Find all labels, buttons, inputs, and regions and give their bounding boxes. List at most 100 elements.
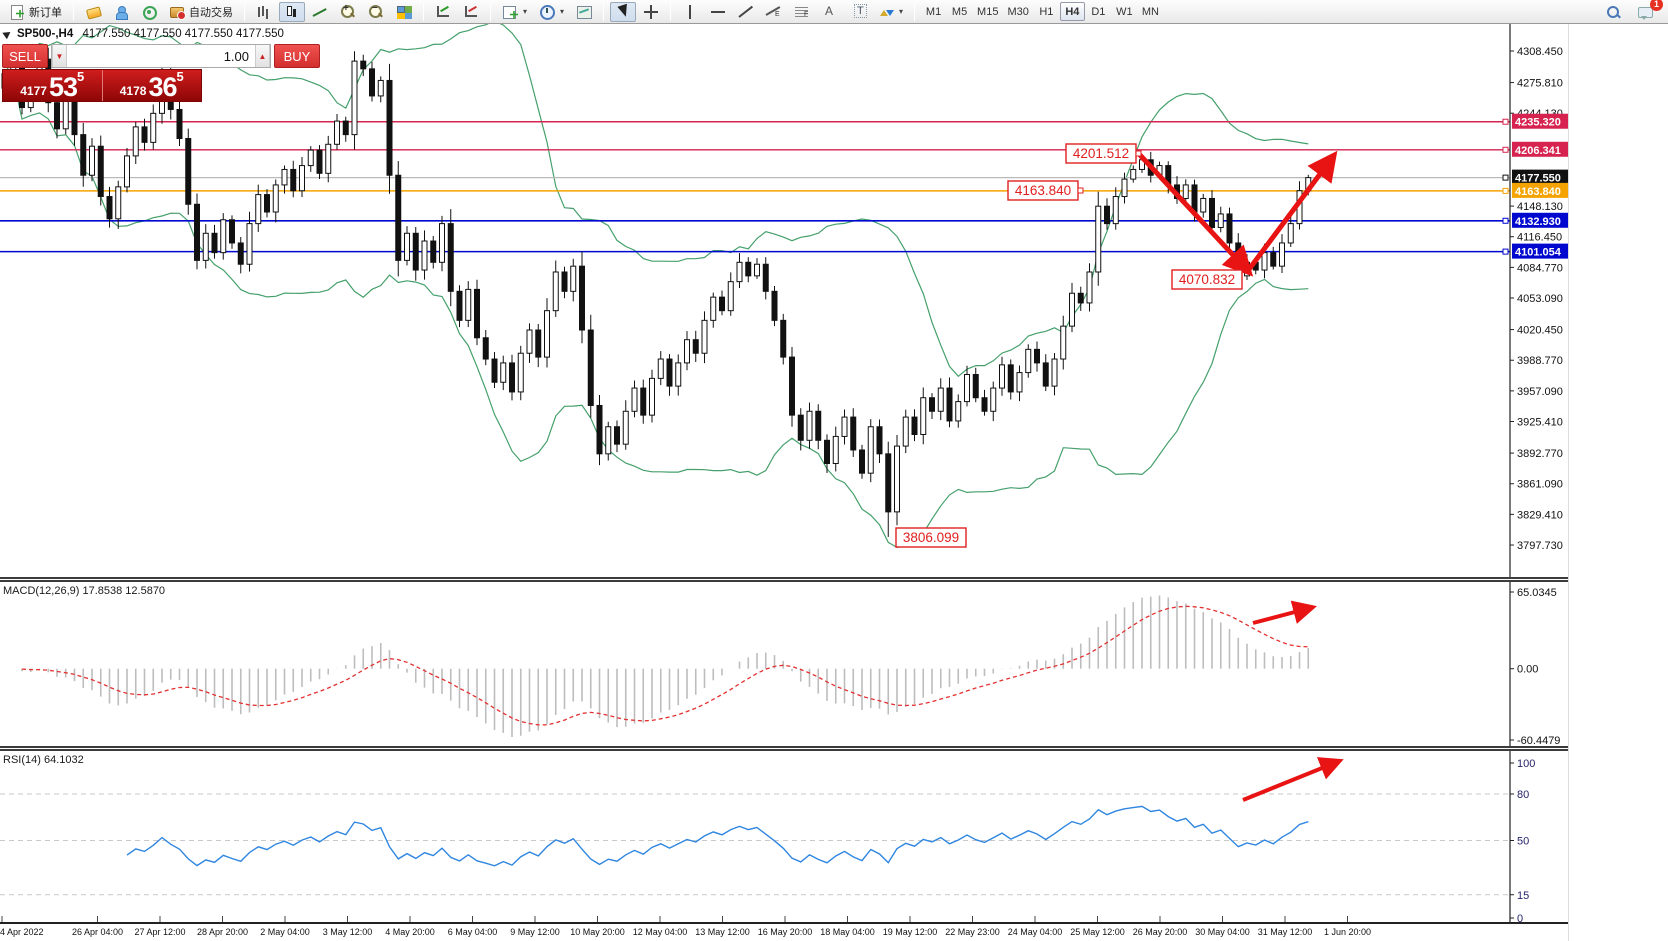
text-label-icon	[850, 3, 867, 20]
timeframe-button-d1[interactable]: D1	[1091, 5, 1106, 18]
svg-text:0.00: 0.00	[1517, 664, 1538, 676]
arrows-tool-button[interactable]: ▾	[873, 2, 908, 22]
macd-label: MACD(12,26,9) 17.8538 12.5870	[3, 585, 166, 597]
toolbar-separator	[244, 2, 245, 21]
zoom-out-button[interactable]	[363, 2, 389, 22]
buy-button[interactable]: BUY	[274, 44, 320, 68]
time-axis-label: 4 May 20:00	[385, 927, 435, 937]
timeframe-button-h1[interactable]: H1	[1039, 5, 1054, 18]
ohlc-values: 4177.550 4177.550 4177.550 4177.550	[82, 28, 284, 40]
crosshair-tool-button[interactable]	[638, 2, 664, 22]
svg-text:4275.810: 4275.810	[1517, 78, 1563, 90]
timeframe-button-m1[interactable]: M1	[925, 5, 942, 18]
svg-text:-60.4479: -60.4479	[1517, 735, 1560, 746]
volume-increase-button[interactable]: ▲	[255, 45, 270, 67]
signals-button[interactable]	[136, 2, 162, 22]
trendline-tool-button[interactable]	[733, 2, 759, 22]
rsi-label: RSI(14) 64.1032	[3, 754, 84, 766]
arrows-icon	[878, 4, 895, 20]
account-icon	[113, 4, 129, 20]
signal-icon	[141, 4, 157, 20]
candle-chart-button[interactable]	[279, 1, 305, 22]
timeframe-button-mn[interactable]: MN	[1141, 5, 1159, 18]
timeframe-button-m5[interactable]: M5	[951, 5, 968, 18]
svg-text:4132.930: 4132.930	[1515, 216, 1561, 228]
time-axis-label: 9 May 12:00	[510, 927, 560, 937]
chart-shift-button[interactable]	[430, 2, 456, 22]
line-chart-button[interactable]	[307, 2, 333, 22]
timeframe-button-h4[interactable]: H4	[1059, 2, 1085, 21]
market-watch-icon	[85, 4, 101, 20]
cursor-tool-button[interactable]	[610, 1, 637, 22]
vertical-line-tool-button[interactable]	[677, 2, 703, 22]
time-axis-label: 30 May 04:00	[1195, 927, 1250, 937]
symbol-period-label: SP500-,H4	[17, 28, 74, 40]
volume-decrease-button[interactable]: ▼	[52, 45, 67, 67]
svg-text:4101.054: 4101.054	[1515, 247, 1562, 259]
pane-separator[interactable]	[0, 746, 1568, 751]
buy-price-pips: 36	[148, 72, 177, 103]
sell-button[interactable]: SELL	[2, 44, 48, 68]
chart-shift-icon	[435, 4, 451, 20]
auto-scroll-button[interactable]	[458, 2, 484, 22]
rsi-pane[interactable]: 100 80 50 15 0	[0, 751, 1668, 922]
svg-text:4206.341: 4206.341	[1515, 145, 1561, 157]
toolbar-separator	[423, 2, 424, 21]
buy-price-display[interactable]: 4178 36 5	[101, 70, 202, 103]
main-chart[interactable]: 4308.4504275.8104244.1304148.1304116.450…	[0, 24, 1668, 577]
collapse-icon[interactable]	[2, 28, 13, 40]
new-chart-button[interactable]: ▾	[497, 2, 532, 22]
time-axis-label: 24 May 04:00	[1007, 927, 1063, 937]
macd-pane[interactable]: 65.0345 0.00 -60.4479	[0, 582, 1668, 746]
new-order-button[interactable]: 新订单	[4, 2, 67, 22]
channel-icon	[766, 4, 782, 20]
toolbar-separator	[603, 2, 605, 21]
autotrade-button[interactable]: 自动交易	[164, 2, 238, 22]
timeframe-button-m15[interactable]: M15	[977, 5, 999, 18]
timeframe-button-m30[interactable]: M30	[1007, 5, 1029, 18]
one-click-trade-panel: SELL ▼ ▲ BUY 4177 53 5 4178 36 5	[2, 44, 320, 103]
text-tool-button[interactable]	[817, 2, 843, 22]
time-axis-label: 26 May 20:00	[1132, 927, 1188, 937]
svg-text:4163.840: 4163.840	[1515, 186, 1561, 198]
bar-chart-button[interactable]	[251, 2, 277, 22]
window-gutter	[1568, 24, 1668, 941]
svg-text:3829.410: 3829.410	[1517, 509, 1563, 521]
svg-text:65.0345: 65.0345	[1517, 587, 1557, 599]
svg-text:4084.770: 4084.770	[1517, 262, 1563, 274]
notifications-button[interactable]: 1	[1632, 0, 1663, 22]
trendline-icon	[738, 4, 754, 20]
sell-price-point: 5	[77, 69, 85, 84]
zoom-in-button[interactable]	[335, 2, 361, 22]
horizontal-line-tool-button[interactable]	[705, 2, 731, 22]
toolbar-separator	[914, 2, 916, 21]
svg-text:4070.832: 4070.832	[1179, 272, 1235, 287]
channel-tool-button[interactable]	[761, 2, 787, 22]
time-axis-label: 1 Jun 20:00	[1323, 927, 1372, 937]
time-axis-label: 12 May 04:00	[632, 927, 688, 937]
autotrade-label: 自动交易	[189, 6, 233, 19]
tile-windows-button[interactable]	[391, 2, 417, 22]
label-tool-button[interactable]	[845, 2, 871, 22]
accounts-button[interactable]	[108, 2, 134, 22]
volume-input[interactable]	[67, 45, 255, 67]
search-button[interactable]	[1600, 2, 1626, 22]
sell-price-display[interactable]: 4177 53 5	[3, 70, 102, 101]
dropdown-caret-icon: ▾	[523, 7, 528, 16]
horizontal-line-icon	[710, 4, 726, 20]
market-watch-button[interactable]	[80, 2, 106, 22]
time-axis-label: 25 May 12:00	[1070, 927, 1125, 937]
time-axis-label: 22 May 23:00	[945, 927, 1000, 937]
svg-text:0: 0	[1517, 913, 1523, 922]
periods-button[interactable]: ▾	[534, 2, 569, 22]
svg-text:3925.410: 3925.410	[1517, 417, 1563, 429]
templates-button[interactable]	[571, 2, 597, 22]
pane-separator[interactable]	[0, 577, 1568, 582]
time-axis[interactable]: 4 Apr 2022 26 Apr 04:00 27 Apr 12:00 28 Apr…	[0, 924, 1568, 941]
fibonacci-icon	[794, 4, 810, 20]
svg-text:80: 80	[1517, 789, 1529, 801]
fibonacci-tool-button[interactable]	[789, 2, 815, 22]
time-axis-label: 19 May 12:00	[882, 927, 938, 937]
timeframe-button-w1[interactable]: W1	[1116, 5, 1133, 18]
